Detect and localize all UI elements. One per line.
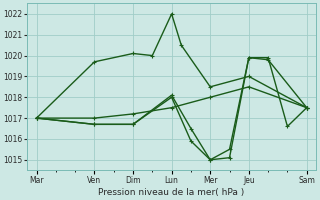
X-axis label: Pression niveau de la mer( hPa ): Pression niveau de la mer( hPa ) bbox=[99, 188, 245, 197]
